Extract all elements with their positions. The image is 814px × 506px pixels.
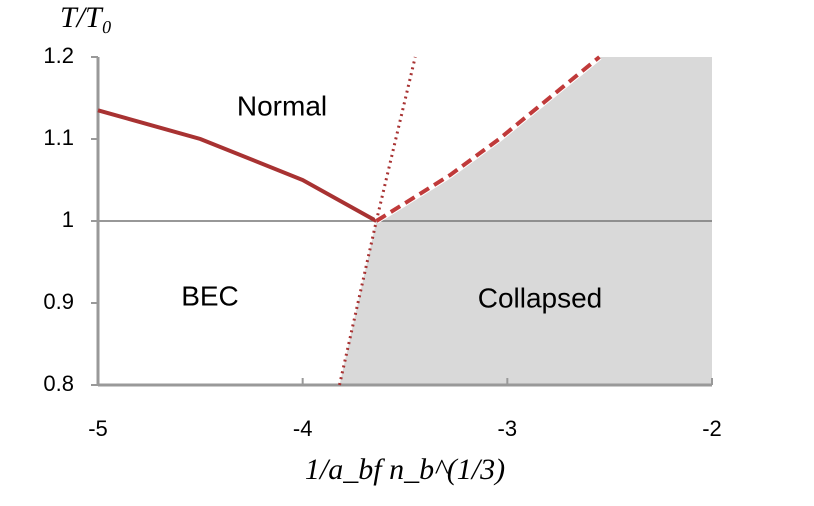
x-tick-label: -2 xyxy=(702,416,722,441)
series-line xyxy=(97,108,378,223)
y-tick-label: 0.9 xyxy=(43,289,74,314)
annotation: Collapsed xyxy=(478,282,603,313)
series-line xyxy=(375,55,601,223)
x-tick-label: -3 xyxy=(498,416,518,441)
y-tick-label: 1 xyxy=(62,207,74,232)
x-tick-label: -4 xyxy=(293,416,313,441)
y-axis-label: T/T₀ xyxy=(60,1,112,34)
y-tick-label: 1.2 xyxy=(43,43,74,68)
x-axis-label: 1/a_bf n_b^(1/3) xyxy=(305,453,505,486)
x-tick-label: -5 xyxy=(88,416,108,441)
annotation: Normal xyxy=(237,90,327,121)
y-tick-label: 1.1 xyxy=(43,125,74,150)
annotation: BEC xyxy=(181,280,239,311)
y-tick-label: 0.8 xyxy=(43,371,74,396)
